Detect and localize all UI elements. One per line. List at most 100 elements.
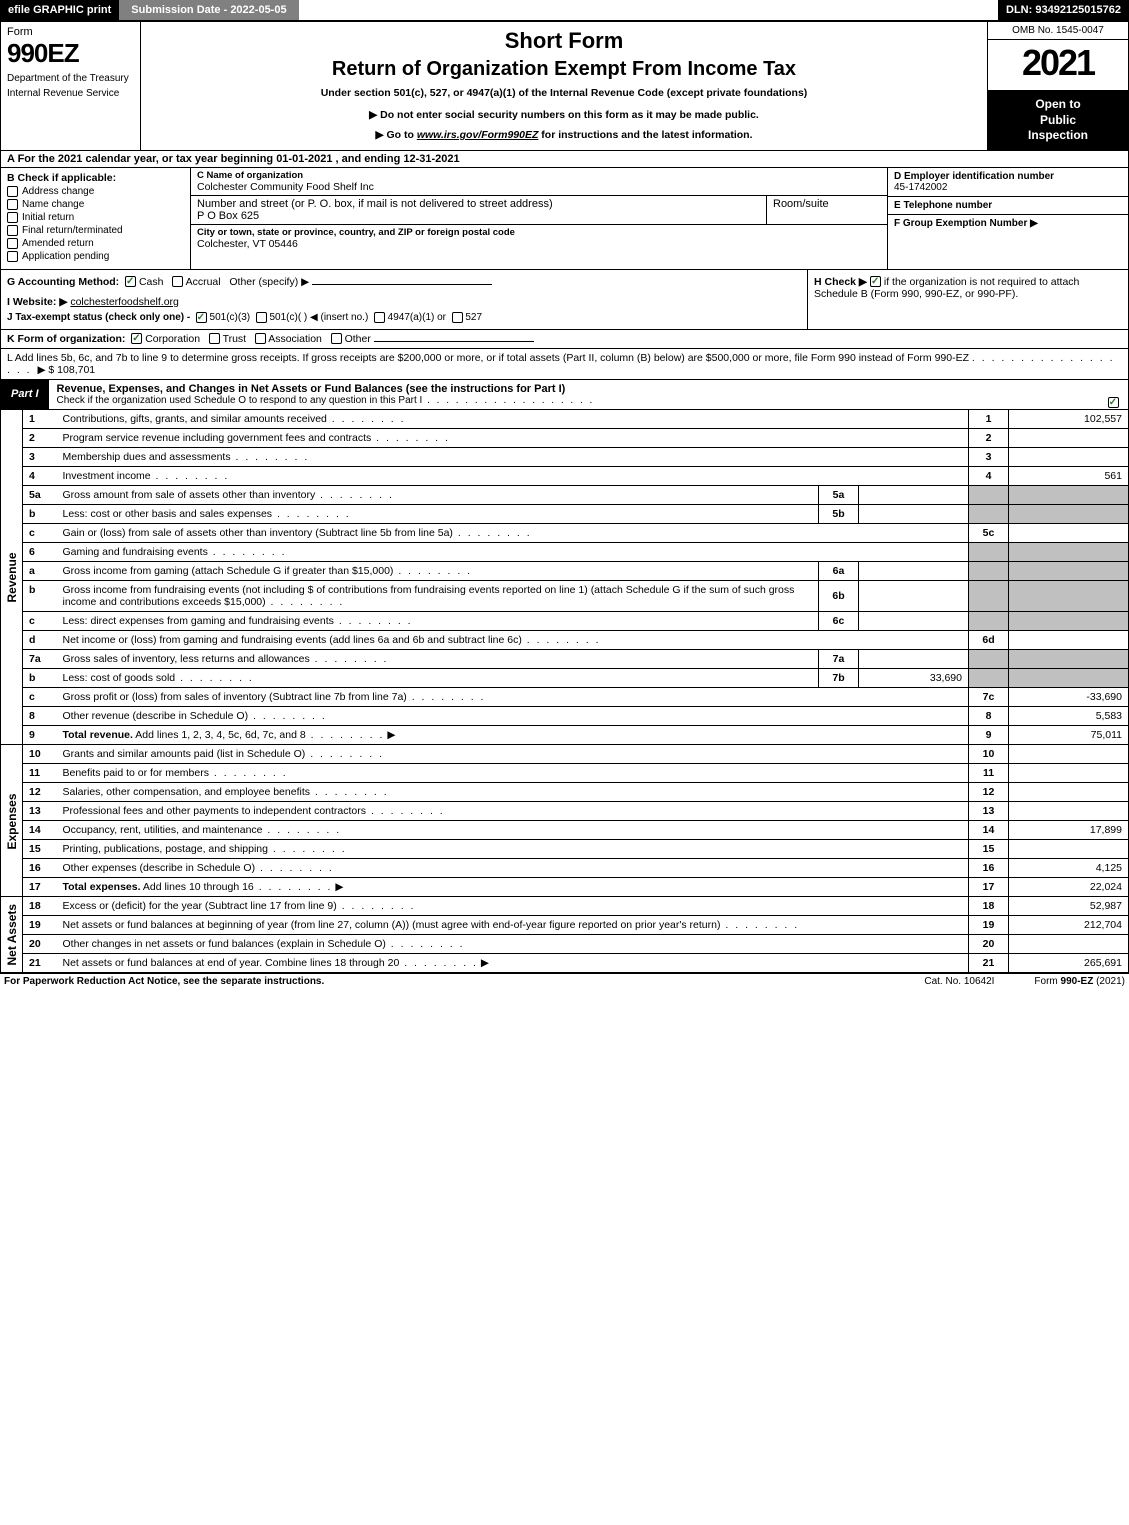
city-cell: City or town, state or province, country… <box>191 225 887 252</box>
table-row: 16Other expenses (describe in Schedule O… <box>1 858 1129 877</box>
line-number: b <box>23 580 57 611</box>
line-number: c <box>23 611 57 630</box>
irs-link[interactable]: www.irs.gov/Form990EZ <box>417 129 539 141</box>
line-number: b <box>23 668 57 687</box>
section-b-head: B Check if applicable: <box>7 172 184 184</box>
line-label: 1 <box>969 410 1009 429</box>
table-row: 11Benefits paid to or for members . . . … <box>1 763 1129 782</box>
line-label: 2 <box>969 428 1009 447</box>
line-number: 13 <box>23 801 57 820</box>
checkbox-icon <box>7 199 18 210</box>
line-description: Total expenses. Add lines 10 through 16 … <box>57 877 969 896</box>
line-value <box>1009 428 1129 447</box>
other-specify-line <box>312 284 492 285</box>
cb-label: Initial return <box>22 212 74 223</box>
table-row: 8Other revenue (describe in Schedule O) … <box>1 706 1129 725</box>
checkbox-accrual[interactable] <box>172 276 183 287</box>
subline-label: 5a <box>819 485 859 504</box>
subline-label: 6b <box>819 580 859 611</box>
corp-label: Corporation <box>145 333 200 345</box>
line-description: Gross income from gaming (attach Schedul… <box>57 561 819 580</box>
line-description: Gaming and fundraising events . . . . . … <box>57 542 969 561</box>
shaded-value-cell <box>1009 542 1129 561</box>
shaded-value-cell <box>1009 580 1129 611</box>
line-value: 5,583 <box>1009 706 1129 725</box>
checkbox-schedule-o-used[interactable] <box>1108 397 1119 408</box>
subline-label: 6a <box>819 561 859 580</box>
checkbox-501c[interactable] <box>256 312 267 323</box>
line-value <box>1009 839 1129 858</box>
checkbox-final-return[interactable]: Final return/terminated <box>7 225 184 236</box>
open-line1: Open to <box>1035 97 1080 111</box>
part-1-tab: Part I <box>1 380 49 409</box>
line-description: Less: cost of goods sold . . . . . . . . <box>57 668 819 687</box>
table-row: bGross income from fundraising events (n… <box>1 580 1129 611</box>
table-row: dNet income or (loss) from gaming and fu… <box>1 630 1129 649</box>
line-number: d <box>23 630 57 649</box>
line-number: c <box>23 523 57 542</box>
line-value: 22,024 <box>1009 877 1129 896</box>
line-value: 102,557 <box>1009 410 1129 429</box>
line-description: Gross amount from sale of assets other t… <box>57 485 819 504</box>
table-row: 19Net assets or fund balances at beginni… <box>1 915 1129 934</box>
table-row: 2Program service revenue including gover… <box>1 428 1129 447</box>
line-number: 2 <box>23 428 57 447</box>
line-number: 18 <box>23 897 57 916</box>
line-label: 8 <box>969 706 1009 725</box>
trust-label: Trust <box>223 333 247 345</box>
open-line2: Public <box>1040 113 1076 127</box>
line-number: 3 <box>23 447 57 466</box>
section-f: F Group Exemption Number ▶ <box>888 215 1128 269</box>
sections-g-h: G Accounting Method: Cash Accrual Other … <box>0 270 1129 330</box>
line-value: 561 <box>1009 466 1129 485</box>
checkbox-527[interactable] <box>452 312 463 323</box>
table-row: 21Net assets or fund balances at end of … <box>1 953 1129 972</box>
catalog-number: Cat. No. 10642I <box>884 976 1034 987</box>
line-description: Net income or (loss) from gaming and fun… <box>57 630 969 649</box>
shaded-label-cell <box>969 580 1009 611</box>
part-1-title: Revenue, Expenses, and Changes in Net As… <box>57 383 566 395</box>
org-name-cell: C Name of organization Colchester Commun… <box>191 168 887 196</box>
line-value <box>1009 763 1129 782</box>
line-description: Excess or (deficit) for the year (Subtra… <box>57 897 969 916</box>
checkbox-amended-return[interactable]: Amended return <box>7 238 184 249</box>
revenue-body: Revenue1Contributions, gifts, grants, an… <box>0 410 1129 745</box>
checkbox-application-pending[interactable]: Application pending <box>7 251 184 262</box>
form-number: 990EZ <box>7 38 134 69</box>
checkbox-association[interactable] <box>255 333 266 344</box>
checkbox-other-org[interactable] <box>331 333 342 344</box>
header-left: Form 990EZ Department of the Treasury In… <box>1 22 141 150</box>
page-footer: For Paperwork Reduction Act Notice, see … <box>0 973 1129 989</box>
cb-label: Final return/terminated <box>22 225 123 236</box>
checkbox-trust[interactable] <box>209 333 220 344</box>
table-row: 9Total revenue. Add lines 1, 2, 3, 4, 5c… <box>1 725 1129 744</box>
form-footer-ref: Form 990-EZ (2021) <box>1034 976 1125 987</box>
other-org-label: Other <box>345 333 371 345</box>
line-label: 10 <box>969 745 1009 764</box>
omb-number: OMB No. 1545-0047 <box>988 22 1128 40</box>
section-l: L Add lines 5b, 6c, and 7b to line 9 to … <box>0 349 1129 380</box>
part-1-header: Part I Revenue, Expenses, and Changes in… <box>0 380 1129 410</box>
subline-label: 6c <box>819 611 859 630</box>
checkbox-corporation[interactable] <box>131 333 142 344</box>
g-label: G Accounting Method: <box>7 276 119 288</box>
cb-label: Name change <box>22 199 84 210</box>
checkbox-schedule-b-not-required[interactable] <box>870 276 881 287</box>
checkbox-501c3[interactable] <box>196 312 207 323</box>
table-row: 4Investment income . . . . . . . .4561 <box>1 466 1129 485</box>
checkbox-name-change[interactable]: Name change <box>7 199 184 210</box>
line-label: 21 <box>969 953 1009 972</box>
checkbox-cash[interactable] <box>125 276 136 287</box>
checkbox-4947[interactable] <box>374 312 385 323</box>
checkbox-address-change[interactable]: Address change <box>7 186 184 197</box>
website-link[interactable]: colchesterfoodshelf.org <box>70 296 179 308</box>
line-number: 11 <box>23 763 57 782</box>
line-value: 4,125 <box>1009 858 1129 877</box>
section-e: E Telephone number <box>888 197 1128 215</box>
subline-value <box>859 580 969 611</box>
line-label: 4 <box>969 466 1009 485</box>
cb-label: Address change <box>22 186 94 197</box>
line-value <box>1009 782 1129 801</box>
short-form-title: Short Form <box>149 28 979 54</box>
checkbox-initial-return[interactable]: Initial return <box>7 212 184 223</box>
